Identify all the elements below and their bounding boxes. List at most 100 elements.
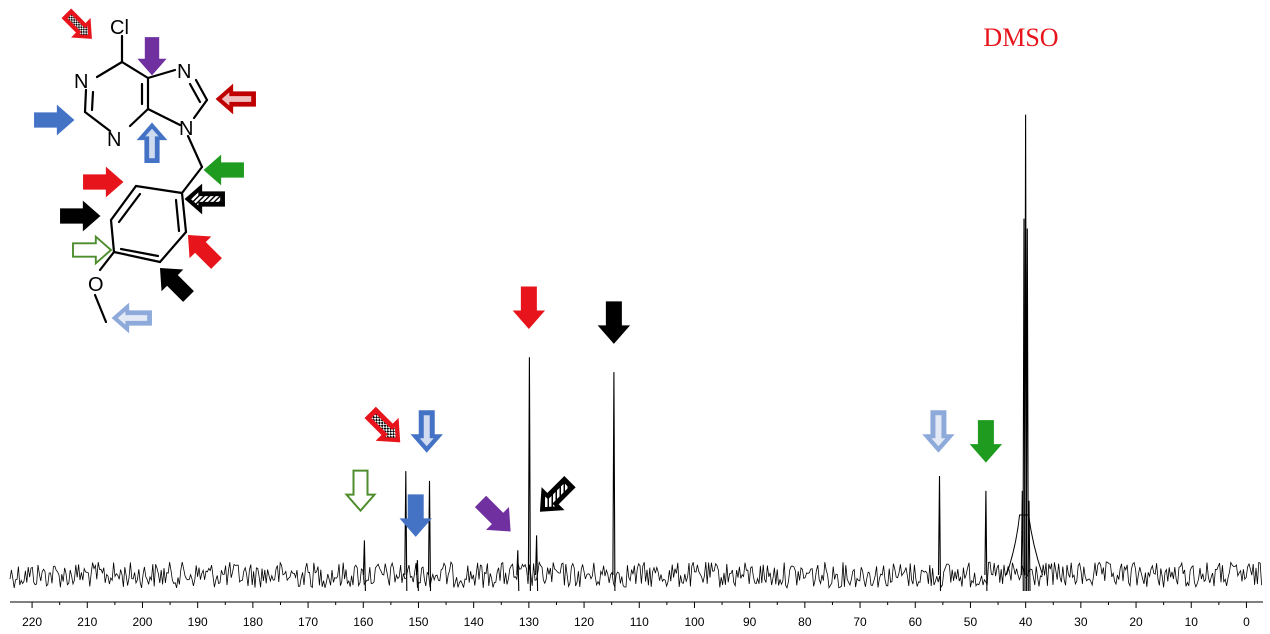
x-tick-label: 170 — [298, 615, 318, 629]
peak-arrow-6 — [512, 286, 546, 330]
peak — [404, 471, 408, 592]
x-tick-label: 180 — [243, 615, 263, 629]
arrow-body — [72, 234, 113, 266]
arrow-body — [187, 234, 222, 269]
x-tick-label: 90 — [743, 615, 757, 629]
structure-arrow-10 — [187, 234, 222, 269]
x-tick-label: 130 — [519, 615, 539, 629]
arrow-body — [969, 420, 1003, 463]
peak — [535, 535, 539, 592]
structure-arrow-5 — [203, 154, 244, 186]
peak-arrow-4 — [474, 495, 511, 532]
arrow-pattern — [145, 128, 159, 159]
arrow-body — [512, 286, 546, 330]
bond — [146, 68, 177, 80]
atom-label-cl: Cl — [110, 17, 129, 39]
peak-arrow-5 — [539, 476, 576, 512]
x-tick-label: 150 — [408, 615, 428, 629]
bond — [83, 88, 88, 114]
bond — [119, 247, 160, 258]
peak-layer — [362, 114, 1044, 592]
x-tick-label: 160 — [353, 615, 373, 629]
molecule-structure — [83, 34, 209, 324]
structure-arrow-9 — [72, 234, 113, 266]
arrow-pattern — [419, 415, 434, 447]
bond — [180, 191, 188, 234]
peak — [427, 480, 432, 592]
peak — [1027, 500, 1031, 592]
arrow-body — [83, 166, 124, 198]
bond — [120, 60, 150, 80]
peak-arrow-0 — [344, 469, 377, 513]
x-tick-label: 190 — [188, 615, 208, 629]
solvent-multiplet-base — [1006, 514, 1044, 576]
structure-arrow-2 — [215, 83, 256, 115]
arrow-body — [137, 37, 167, 76]
peak — [516, 550, 520, 592]
structure-arrow-7 — [184, 183, 225, 215]
structure-arrow-4 — [136, 122, 168, 163]
x-tick-label: 70 — [853, 615, 867, 629]
bond — [112, 250, 162, 264]
bond — [188, 82, 202, 104]
bond — [83, 110, 112, 133]
x-tick-label: 80 — [798, 615, 812, 629]
peak — [984, 490, 988, 592]
peak — [527, 357, 531, 592]
bond — [194, 78, 209, 102]
bond — [109, 184, 138, 222]
x-tick-label: 220 — [22, 615, 42, 629]
atom-labels: Cl N N N N O — [74, 17, 193, 296]
atom-label-n1: N — [74, 71, 88, 93]
x-tick-label: 10 — [1185, 615, 1199, 629]
x-tick-label: 140 — [464, 615, 484, 629]
arrow-pattern — [190, 192, 221, 206]
arrow-body — [399, 494, 432, 537]
structure-arrow-11 — [159, 267, 194, 302]
arrow-pattern — [544, 483, 569, 508]
arrow-body — [60, 200, 101, 232]
x-tick-label: 50 — [964, 615, 978, 629]
bond — [134, 184, 184, 195]
arrow-body — [203, 154, 244, 186]
bond — [117, 192, 142, 224]
structure-arrows — [34, 8, 256, 334]
solvent-label: DMSO — [983, 23, 1058, 52]
peak-arrow-1 — [364, 406, 401, 443]
arrow-body — [597, 301, 631, 344]
peak — [415, 560, 419, 592]
atom-label-o: O — [88, 274, 104, 296]
arrow-pattern — [371, 413, 396, 438]
x-tick-label: 0 — [1243, 615, 1250, 629]
x-tick-label: 40 — [1019, 615, 1033, 629]
structure-arrow-0 — [61, 8, 92, 39]
structure-arrow-1 — [137, 37, 167, 76]
x-tick-label: 120 — [574, 615, 594, 629]
peak — [612, 372, 616, 592]
arrow-body — [474, 495, 511, 532]
peak-arrow-8 — [922, 410, 955, 453]
bond — [174, 198, 181, 233]
bond — [192, 98, 209, 120]
peak-arrow-7 — [597, 301, 631, 344]
arrow-body — [344, 469, 377, 513]
peak — [1025, 228, 1029, 592]
x-tick-label: 210 — [77, 615, 97, 629]
x-tick-label: 20 — [1129, 615, 1143, 629]
arrow-body — [159, 267, 194, 302]
arrow-pattern — [931, 415, 946, 447]
bond — [98, 250, 116, 272]
peak-arrow-3 — [410, 410, 443, 453]
structure-arrow-3 — [34, 104, 75, 136]
peak-assignment-arrows — [344, 286, 1003, 537]
structure-arrow-12 — [111, 302, 152, 334]
peak-arrow-9 — [969, 420, 1003, 463]
structure-arrow-8 — [60, 200, 101, 232]
arrow-pattern — [221, 92, 252, 106]
x-tick-label: 200 — [132, 615, 152, 629]
atom-label-n9: N — [179, 118, 193, 140]
peak-arrow-2 — [399, 494, 432, 537]
bond — [109, 218, 116, 254]
bond — [180, 165, 204, 195]
